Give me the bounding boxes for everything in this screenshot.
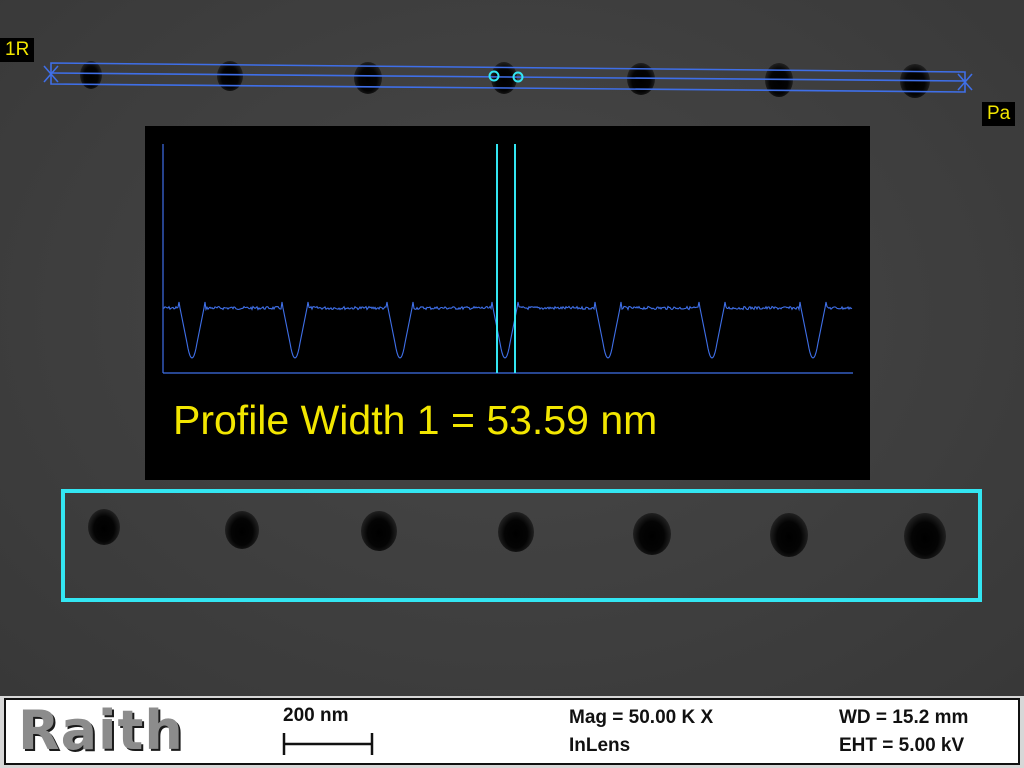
roi-hole	[633, 513, 671, 555]
roi-hole	[904, 513, 946, 559]
raith-logo: Raith	[18, 699, 184, 762]
roi-hole	[361, 511, 397, 551]
scale-bar-label: 200 nm	[283, 705, 349, 726]
roi-hole	[770, 513, 808, 557]
profile-panel: Profile Width 1 = 53.59 nm	[145, 126, 870, 480]
right-marker-label: Pa	[982, 102, 1016, 126]
sem-image: 1R Pa Profile Width 1 = 53.59 nm	[0, 0, 1024, 696]
cursor-handles	[488, 70, 524, 83]
profile-plot	[162, 144, 853, 374]
eht-readout: EHT = 5.00 kV	[839, 735, 965, 756]
roi-hole	[225, 511, 259, 549]
top-hole	[80, 61, 102, 89]
profile-trace	[162, 301, 853, 359]
roi-hole	[498, 512, 534, 552]
magnification-readout: Mag = 50.00 K X	[569, 707, 714, 728]
roi-box[interactable]	[61, 489, 982, 602]
info-panel: Raith 200 nm Mag = 50.00 K X InLens WD =…	[4, 698, 1020, 765]
roi-hole	[88, 509, 120, 545]
top-hole	[354, 62, 382, 94]
info-bar: Raith 200 nm Mag = 50.00 K X InLens WD =…	[0, 696, 1024, 768]
profile-width-caption: Profile Width 1 = 53.59 nm	[173, 397, 658, 443]
left-marker-label: 1R	[0, 38, 35, 62]
working-distance-readout: WD = 15.2 mm	[839, 707, 969, 728]
measurement-line[interactable]	[0, 0, 1024, 110]
detector-readout: InLens	[569, 735, 631, 756]
scale-bar	[282, 733, 374, 755]
